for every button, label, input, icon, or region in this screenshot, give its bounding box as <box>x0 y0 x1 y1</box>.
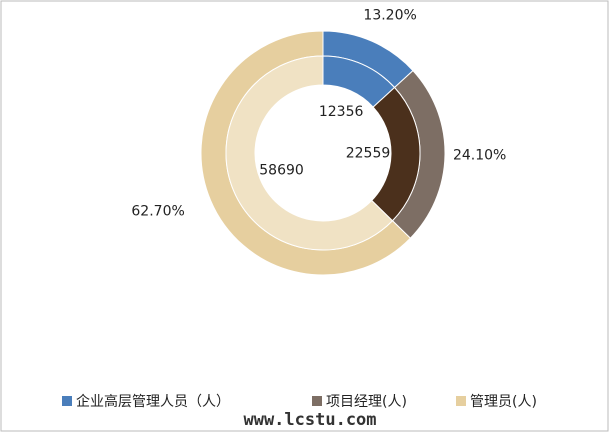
data-label: 58690 <box>259 162 304 178</box>
data-label: 12356 <box>319 104 364 120</box>
legend-label: 项目经理(人) <box>326 394 407 410</box>
legend-marker <box>456 396 466 406</box>
data-label: 22559 <box>346 146 391 162</box>
legend-label: 企业高层管理人员（人） <box>76 393 230 410</box>
legend-marker <box>312 396 322 406</box>
data-label: 24.10% <box>453 147 506 163</box>
legend-label: 管理员(人) <box>470 394 537 410</box>
data-label: 62.70% <box>131 203 184 219</box>
legend-marker <box>62 396 72 406</box>
data-label: 13.20% <box>363 8 416 24</box>
ring-segment <box>225 55 394 251</box>
watermark: www.lcstu.com <box>243 410 376 430</box>
